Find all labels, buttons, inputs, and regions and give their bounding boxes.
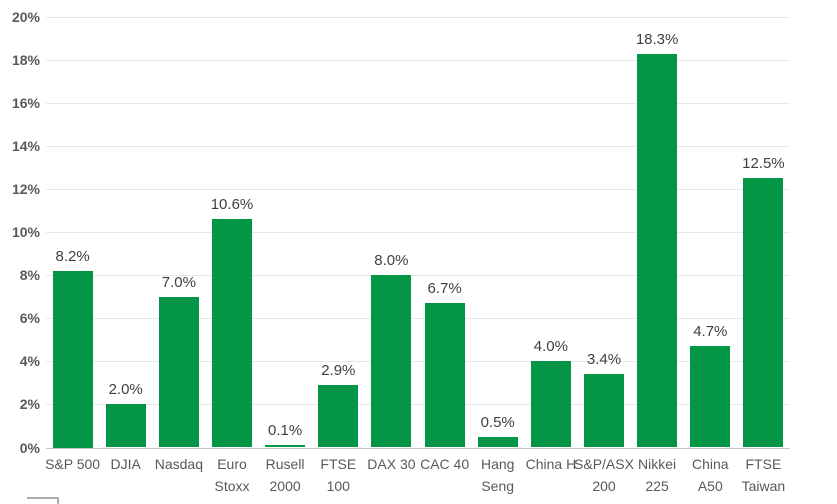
category-label: Nikkei 225 bbox=[638, 456, 677, 494]
category-label: Euro Stoxx bbox=[214, 456, 250, 494]
bar[interactable] bbox=[158, 296, 199, 448]
x-axis-line bbox=[46, 447, 790, 449]
partial-box bbox=[27, 497, 59, 504]
bar-value-label: 0.1% bbox=[267, 422, 303, 440]
gridline bbox=[46, 275, 790, 277]
gridline bbox=[46, 60, 790, 62]
category-label: China H bbox=[525, 456, 577, 472]
gridline bbox=[46, 232, 790, 234]
category-label: S&P/ASX 200 bbox=[574, 456, 634, 494]
y-axis-tick-label: 20% bbox=[11, 9, 40, 25]
y-axis-tick-label: 6% bbox=[19, 310, 40, 327]
y-axis-tick-label: 0% bbox=[19, 439, 40, 456]
y-axis-tick-label: 14% bbox=[11, 138, 40, 155]
category-label: DJIA bbox=[110, 456, 141, 472]
bar[interactable] bbox=[105, 404, 146, 448]
bar[interactable] bbox=[371, 275, 412, 448]
category-label: Nasdaq bbox=[154, 456, 204, 472]
bar[interactable] bbox=[424, 303, 465, 448]
bar-value-label: 12.5% bbox=[742, 155, 785, 173]
y-axis-tick-label: 2% bbox=[19, 396, 40, 413]
y-axis-tick-label: 16% bbox=[11, 95, 40, 112]
category-label: S&P 500 bbox=[45, 456, 101, 472]
y-axis-tick-label: 10% bbox=[11, 224, 40, 241]
bar[interactable] bbox=[477, 436, 518, 448]
bar-value-label: 7.0% bbox=[161, 273, 196, 291]
y-axis-tick-label: 12% bbox=[11, 181, 40, 198]
gridline bbox=[46, 189, 790, 191]
bar-value-label: 2.0% bbox=[108, 381, 143, 399]
gridline bbox=[46, 103, 790, 105]
gridline bbox=[46, 146, 790, 148]
category-label: FTSE 100 bbox=[320, 456, 357, 494]
bar-value-label: 0.5% bbox=[480, 413, 515, 431]
y-axis-tick-label: 4% bbox=[19, 353, 40, 370]
bar[interactable] bbox=[637, 53, 678, 448]
bar[interactable] bbox=[212, 219, 252, 448]
gridline bbox=[46, 318, 790, 320]
bar-value-label: 3.4% bbox=[586, 351, 622, 369]
gridline bbox=[46, 361, 790, 363]
category-label: Rusell 2000 bbox=[265, 456, 305, 494]
bar[interactable] bbox=[584, 374, 624, 448]
bar[interactable] bbox=[265, 445, 306, 448]
category-label: CAC 40 bbox=[420, 456, 470, 472]
bar[interactable] bbox=[318, 385, 359, 448]
bar-value-label: 8.2% bbox=[55, 248, 90, 265]
bar[interactable] bbox=[52, 271, 93, 448]
bar-value-label: 2.9% bbox=[321, 362, 356, 380]
bar-value-label: 4.0% bbox=[533, 338, 568, 356]
category-label: Hang Seng bbox=[480, 456, 515, 494]
gridline bbox=[46, 404, 790, 406]
gridline bbox=[46, 17, 790, 18]
bar-value-label: 6.7% bbox=[427, 280, 462, 298]
bar-value-label: 8.0% bbox=[374, 252, 409, 270]
y-axis-tick-label: 8% bbox=[19, 267, 40, 284]
bar[interactable] bbox=[743, 178, 784, 448]
category-label: FTSE Taiwan bbox=[741, 456, 786, 494]
category-label: DAX 30 bbox=[367, 456, 416, 472]
bar[interactable] bbox=[530, 361, 571, 448]
category-label: China A50 bbox=[692, 456, 729, 494]
bar-value-label: 4.7% bbox=[693, 323, 728, 341]
bar-value-label: 10.6% bbox=[210, 196, 254, 214]
bar[interactable] bbox=[690, 346, 731, 448]
y-axis-tick-label: 18% bbox=[11, 52, 40, 69]
bar-value-label: 18.3% bbox=[635, 30, 679, 48]
